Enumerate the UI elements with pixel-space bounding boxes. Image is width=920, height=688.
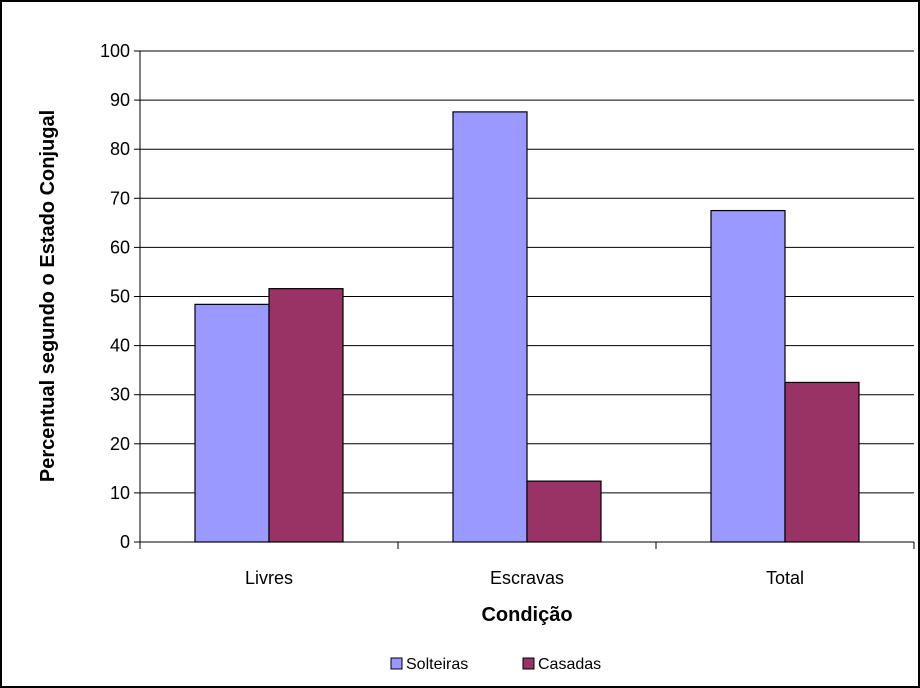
y-tick-label: 50 xyxy=(110,287,130,307)
x-category-labels: Livres Escravas Total xyxy=(139,542,915,588)
y-tick-label: 30 xyxy=(110,385,130,405)
legend-swatch-solteiras xyxy=(390,657,403,670)
bar-casadas-escravas xyxy=(526,480,602,543)
bar-casadas-total xyxy=(784,381,860,543)
x-category-label: Escravas xyxy=(490,568,564,588)
x-category-label: Livres xyxy=(245,568,293,588)
bar-casadas-livres xyxy=(268,288,344,543)
bar-solteiras-total xyxy=(710,209,786,543)
y-tick-label: 100 xyxy=(100,41,130,61)
y-tick-label: 20 xyxy=(110,434,130,454)
x-category-label: Total xyxy=(766,568,804,588)
y-tick-label: 70 xyxy=(110,188,130,208)
legend: Solteiras Casadas xyxy=(390,656,601,673)
y-tick-label: 0 xyxy=(120,532,130,552)
legend-swatch-casadas xyxy=(522,657,535,670)
y-tick-label: 40 xyxy=(110,336,130,356)
y-axis-title: Percentual segundo o Estado Conjugal xyxy=(37,110,59,482)
bar-solteiras-livres xyxy=(194,303,270,543)
y-tick-label: 80 xyxy=(110,139,130,159)
x-axis-title: Condição xyxy=(481,604,572,626)
y-tick-labels: 0 10 20 30 40 50 60 70 80 90 100 xyxy=(100,41,140,552)
y-tick-label: 60 xyxy=(110,237,130,257)
legend-label-solteiras: Solteiras xyxy=(406,656,468,673)
y-tick-label: 10 xyxy=(110,483,130,503)
bar-solteiras-escravas xyxy=(452,111,528,543)
legend-label-casadas: Casadas xyxy=(538,656,601,673)
y-tick-label: 90 xyxy=(110,90,130,110)
